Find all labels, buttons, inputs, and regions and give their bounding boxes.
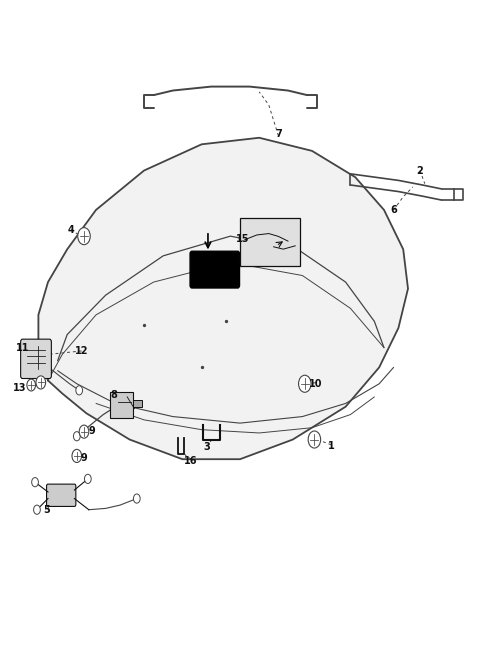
Text: 13: 13 bbox=[13, 383, 27, 394]
Polygon shape bbox=[38, 138, 408, 459]
Text: 15: 15 bbox=[236, 234, 250, 245]
Text: 7: 7 bbox=[275, 129, 282, 140]
Text: 11: 11 bbox=[16, 342, 30, 353]
FancyBboxPatch shape bbox=[21, 339, 51, 379]
Bar bbox=[110, 392, 133, 418]
Circle shape bbox=[27, 379, 36, 391]
Circle shape bbox=[79, 425, 89, 438]
FancyBboxPatch shape bbox=[190, 251, 240, 288]
Circle shape bbox=[34, 505, 40, 514]
Text: 16: 16 bbox=[184, 455, 198, 466]
Text: 9: 9 bbox=[81, 453, 87, 463]
Circle shape bbox=[299, 375, 311, 392]
Circle shape bbox=[73, 432, 80, 441]
Text: 1: 1 bbox=[328, 441, 335, 451]
Text: 5: 5 bbox=[44, 505, 50, 516]
Text: 12: 12 bbox=[75, 346, 88, 356]
Text: 4: 4 bbox=[68, 224, 74, 235]
Text: 6: 6 bbox=[390, 205, 397, 215]
Bar bbox=[133, 400, 142, 407]
Circle shape bbox=[133, 494, 140, 503]
Text: 10: 10 bbox=[309, 379, 323, 389]
Circle shape bbox=[308, 431, 321, 448]
FancyBboxPatch shape bbox=[47, 484, 76, 506]
Circle shape bbox=[36, 376, 46, 389]
Text: 2: 2 bbox=[417, 165, 423, 176]
Circle shape bbox=[76, 386, 83, 395]
Circle shape bbox=[78, 228, 90, 245]
Bar bbox=[240, 218, 300, 266]
Text: 3: 3 bbox=[203, 442, 210, 453]
Text: 8: 8 bbox=[111, 390, 118, 400]
Circle shape bbox=[72, 449, 82, 462]
Circle shape bbox=[32, 478, 38, 487]
Text: 9: 9 bbox=[89, 426, 96, 436]
Circle shape bbox=[84, 474, 91, 483]
